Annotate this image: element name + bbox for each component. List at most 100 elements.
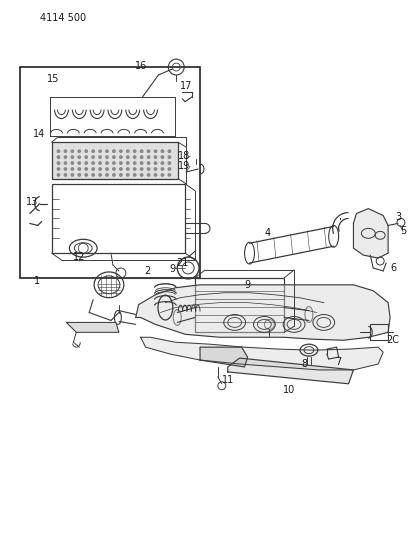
Bar: [51, 142, 178, 179]
Text: 15: 15: [47, 74, 60, 84]
Text: 6: 6: [390, 263, 396, 273]
Circle shape: [64, 150, 67, 152]
Circle shape: [161, 156, 164, 158]
Circle shape: [168, 168, 171, 170]
Circle shape: [154, 150, 157, 152]
Circle shape: [99, 168, 101, 170]
Polygon shape: [353, 208, 388, 258]
Circle shape: [120, 156, 122, 158]
Circle shape: [99, 156, 101, 158]
Circle shape: [168, 162, 171, 164]
Circle shape: [154, 174, 157, 176]
Circle shape: [126, 156, 129, 158]
Circle shape: [113, 162, 115, 164]
Circle shape: [113, 174, 115, 176]
Text: 5: 5: [400, 227, 406, 236]
Circle shape: [78, 156, 80, 158]
Circle shape: [92, 162, 94, 164]
Circle shape: [57, 168, 60, 170]
Circle shape: [71, 168, 73, 170]
Circle shape: [106, 150, 108, 152]
Text: 11: 11: [222, 375, 234, 385]
Circle shape: [126, 150, 129, 152]
Circle shape: [99, 162, 101, 164]
Text: 8: 8: [301, 359, 307, 369]
Circle shape: [147, 168, 150, 170]
Circle shape: [140, 156, 143, 158]
Circle shape: [147, 174, 150, 176]
Polygon shape: [136, 285, 390, 340]
Circle shape: [126, 168, 129, 170]
Circle shape: [85, 162, 87, 164]
Bar: [370, 325, 388, 340]
Circle shape: [92, 150, 94, 152]
Circle shape: [133, 168, 136, 170]
Circle shape: [85, 174, 87, 176]
Circle shape: [78, 168, 80, 170]
Polygon shape: [228, 358, 353, 384]
Text: 1: 1: [34, 276, 40, 286]
Text: 2C: 2C: [386, 335, 399, 345]
Circle shape: [64, 174, 67, 176]
Text: 3: 3: [395, 212, 401, 222]
Circle shape: [71, 174, 73, 176]
Circle shape: [85, 156, 87, 158]
Text: 18: 18: [178, 151, 190, 161]
Circle shape: [120, 150, 122, 152]
Circle shape: [57, 150, 60, 152]
Circle shape: [147, 150, 150, 152]
Circle shape: [71, 156, 73, 158]
Text: 7: 7: [335, 357, 342, 367]
Circle shape: [140, 150, 143, 152]
Circle shape: [71, 150, 73, 152]
Circle shape: [64, 162, 67, 164]
Circle shape: [57, 156, 60, 158]
Circle shape: [92, 168, 94, 170]
Circle shape: [154, 156, 157, 158]
Circle shape: [133, 150, 136, 152]
Circle shape: [168, 156, 171, 158]
Circle shape: [120, 168, 122, 170]
Text: 13: 13: [26, 197, 38, 207]
Circle shape: [113, 150, 115, 152]
Circle shape: [106, 156, 108, 158]
Text: 16: 16: [135, 61, 147, 71]
Circle shape: [113, 168, 115, 170]
Circle shape: [106, 162, 108, 164]
Circle shape: [140, 168, 143, 170]
Text: 4: 4: [264, 228, 271, 238]
Circle shape: [161, 150, 164, 152]
Circle shape: [113, 156, 115, 158]
Circle shape: [64, 168, 67, 170]
Text: 19: 19: [178, 161, 190, 171]
Polygon shape: [141, 337, 383, 370]
Circle shape: [168, 150, 171, 152]
Circle shape: [99, 174, 101, 176]
Circle shape: [120, 174, 122, 176]
Text: 9: 9: [169, 264, 175, 274]
Circle shape: [64, 156, 67, 158]
Text: 12: 12: [73, 252, 85, 262]
Circle shape: [99, 150, 101, 152]
Circle shape: [133, 156, 136, 158]
Circle shape: [126, 162, 129, 164]
Circle shape: [78, 150, 80, 152]
Bar: [20, 67, 200, 278]
Circle shape: [133, 162, 136, 164]
Text: 10: 10: [283, 385, 295, 395]
Circle shape: [154, 162, 157, 164]
Circle shape: [78, 174, 80, 176]
Text: 4114 500: 4114 500: [40, 13, 86, 22]
Text: 14: 14: [33, 130, 45, 139]
Circle shape: [92, 174, 94, 176]
Circle shape: [106, 168, 108, 170]
Circle shape: [161, 162, 164, 164]
Circle shape: [57, 162, 60, 164]
Circle shape: [140, 174, 143, 176]
Text: 9: 9: [244, 280, 251, 290]
Circle shape: [140, 162, 143, 164]
Circle shape: [161, 168, 164, 170]
Polygon shape: [67, 322, 119, 332]
Bar: [195, 278, 284, 332]
Bar: [51, 184, 185, 253]
